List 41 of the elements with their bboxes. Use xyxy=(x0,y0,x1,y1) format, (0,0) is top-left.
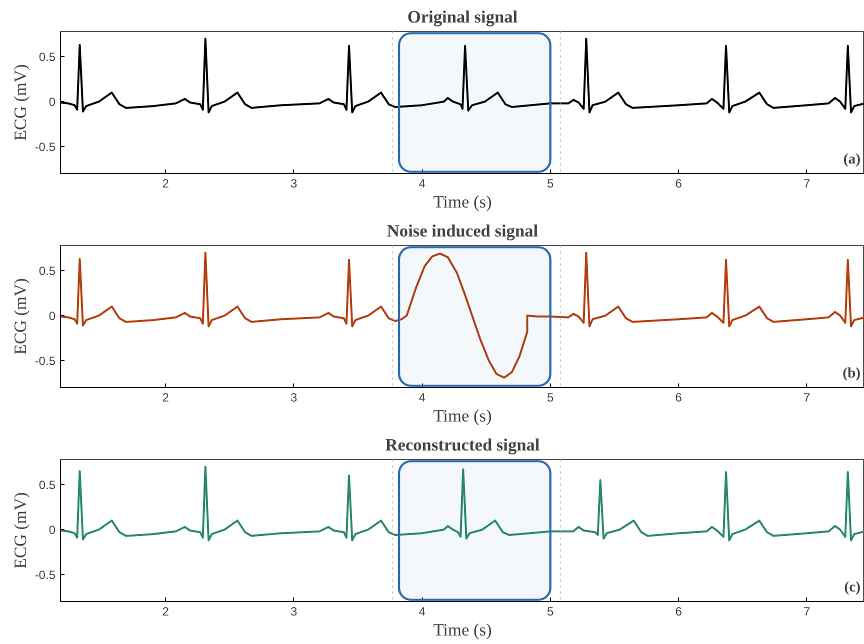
x-tick-label: 6 xyxy=(675,390,682,404)
y-tick-label: -0.5 xyxy=(34,568,56,582)
x-tick-label: 5 xyxy=(547,176,554,190)
chart-title: Reconstructed signal xyxy=(385,436,540,454)
y-tick-label: -0.5 xyxy=(34,354,56,368)
x-tick-label: 2 xyxy=(162,176,170,190)
x-axis-title: Time (s) xyxy=(433,192,492,212)
y-tick-label: 0 xyxy=(48,309,56,324)
x-tick-label: 3 xyxy=(290,176,298,190)
x-tick-label: 5 xyxy=(547,390,554,404)
y-axis-title: ECG (mV) xyxy=(10,64,30,141)
x-tick-label: 4 xyxy=(418,176,426,190)
x-tick-label: 2 xyxy=(162,390,170,404)
x-tick-label: 5 xyxy=(547,604,554,618)
x-tick-label: 7 xyxy=(803,176,810,190)
x-tick-label: 4 xyxy=(418,390,426,404)
annotation: (b) xyxy=(842,366,861,382)
x-tick-label: 6 xyxy=(675,604,682,618)
y-axis-title: ECG (mV) xyxy=(10,492,30,569)
x-axis-title: Time (s) xyxy=(433,620,492,640)
x-tick-label: 3 xyxy=(290,390,298,404)
x-axis-title: Time (s) xyxy=(433,406,492,426)
y-tick-label: 0 xyxy=(48,523,56,538)
line-series xyxy=(60,466,864,542)
x-tick-label: 7 xyxy=(803,390,810,404)
chart-title: Noise induced signal xyxy=(386,222,538,240)
y-tick-label: 0.5 xyxy=(38,50,56,64)
annotation: (c) xyxy=(844,580,861,596)
line-series xyxy=(60,252,864,379)
x-tick-label: 4 xyxy=(418,604,426,618)
annotation: (a) xyxy=(843,152,861,168)
x-tick-label: 2 xyxy=(162,604,170,618)
y-tick-label: 0.5 xyxy=(38,478,56,492)
chart-title: Original signal xyxy=(407,8,518,26)
x-tick-label: 7 xyxy=(803,604,810,618)
x-tick-label: 3 xyxy=(290,604,298,618)
y-tick-label: -0.5 xyxy=(34,140,56,154)
y-tick-label: 0 xyxy=(48,95,56,110)
y-axis-title: ECG (mV) xyxy=(10,278,30,355)
x-tick-label: 6 xyxy=(675,176,682,190)
y-tick-label: 0.5 xyxy=(38,264,56,278)
